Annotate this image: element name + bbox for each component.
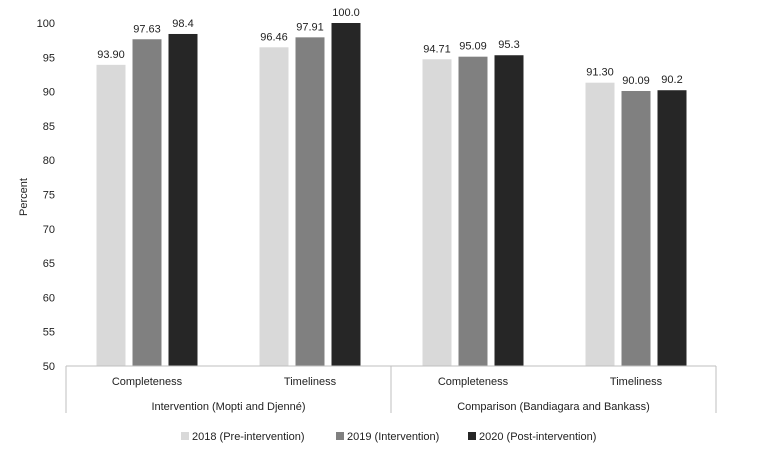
legend-entry: 2018 (Pre-intervention) [192, 431, 305, 443]
y-axis-label: Percent [18, 178, 30, 216]
x-group-label: Intervention (Mopti and Djenné) [151, 401, 305, 413]
bar [259, 47, 289, 367]
y-tick-label: 85 [43, 121, 55, 133]
legend-entry: 2020 (Post-intervention) [479, 431, 596, 443]
y-tick-label: 90 [43, 87, 55, 99]
x-category-label: Completeness [112, 376, 183, 388]
bar [168, 33, 198, 366]
y-tick-label: 80 [43, 155, 55, 167]
y-tick-label: 65 [43, 258, 55, 270]
bar-value-label: 97.91 [296, 21, 324, 33]
bar-value-label: 98.4 [172, 18, 193, 30]
bar [295, 37, 325, 366]
y-tick-label: 95 [43, 52, 55, 64]
bar [621, 90, 651, 366]
y-tick-label: 100 [37, 18, 55, 30]
bar-value-label: 93.90 [97, 49, 125, 61]
legend-entry: 2019 (Intervention) [347, 431, 439, 443]
x-group-label: Comparison (Bandiagara and Bankass) [457, 401, 650, 413]
bar [96, 64, 126, 366]
bar [132, 39, 162, 366]
bar [458, 56, 488, 367]
bar-value-label: 100.0 [332, 7, 360, 19]
y-tick-label: 60 [43, 292, 55, 304]
x-category-label: Timeliness [284, 376, 337, 388]
bar-value-label: 95.09 [459, 41, 487, 53]
y-tick-label: 75 [43, 190, 55, 202]
x-category-label: Completeness [438, 376, 509, 388]
legend: 2018 (Pre-intervention) 2019 (Interventio… [181, 431, 596, 443]
y-tick-label: 50 [43, 361, 55, 373]
y-tick-label: 55 [43, 327, 55, 339]
legend-swatch [336, 432, 344, 440]
bar [585, 82, 615, 366]
y-tick-label: 70 [43, 224, 55, 236]
bar-value-label: 90.2 [661, 74, 682, 86]
x-category-label: Timeliness [610, 376, 663, 388]
bar [494, 55, 524, 366]
bar-value-label: 95.3 [498, 39, 519, 51]
x-axis: Completeness Timeliness Intervention (Mopt… [65, 365, 717, 413]
bar [331, 23, 361, 366]
bar-value-label: 96.46 [260, 31, 288, 43]
bar-value-label: 97.63 [133, 23, 161, 35]
bars: 93.90 97.63 98.4 96.46 97.91 100.0 94.71 95.09 9… [96, 7, 687, 367]
bar-value-label: 94.71 [423, 43, 451, 55]
legend-swatch [468, 432, 476, 440]
bar-value-label: 91.30 [586, 67, 614, 79]
bar [657, 90, 687, 366]
y-axis: 50 55 60 65 70 75 80 85 90 95 100 [37, 18, 55, 373]
legend-swatch [181, 432, 189, 440]
bar [422, 59, 452, 366]
bar-value-label: 90.09 [622, 75, 650, 87]
